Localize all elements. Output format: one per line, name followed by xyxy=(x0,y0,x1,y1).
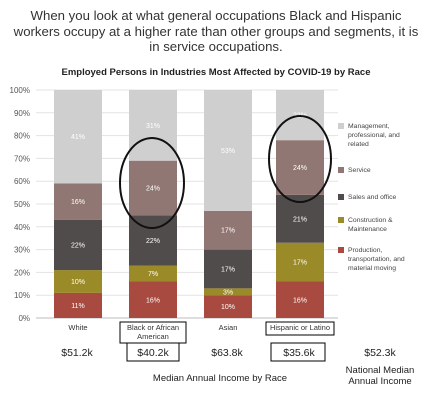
data-label: 16% xyxy=(146,297,160,304)
national-median: $52.3k National Median Annual Income xyxy=(330,347,430,387)
y-tick-label: 0% xyxy=(18,314,30,323)
data-label: 53% xyxy=(221,148,235,155)
bar-segment xyxy=(54,219,102,271)
legend-swatch xyxy=(338,247,344,253)
data-label: 10% xyxy=(221,304,235,311)
y-tick-label: 70% xyxy=(14,154,30,163)
x-tick-label: Black or African xyxy=(127,323,179,332)
y-tick-label: 100% xyxy=(10,86,30,95)
legend-label: Construction & xyxy=(348,217,393,224)
legend-label: Sales and office xyxy=(348,194,396,201)
category-label-box xyxy=(265,321,335,336)
income-box xyxy=(270,342,326,362)
data-label: 31% xyxy=(146,123,160,130)
headline: When you look at what general occupation… xyxy=(13,8,419,54)
data-label: 24% xyxy=(146,186,160,193)
data-label: 17% xyxy=(293,260,307,267)
bar-segment xyxy=(204,249,252,289)
legend-label: professional, and xyxy=(348,132,400,139)
y-tick-label: 90% xyxy=(14,109,30,118)
legend-label: Service xyxy=(348,167,371,174)
legend-swatch xyxy=(338,167,344,173)
legend-label: Management, xyxy=(348,123,390,130)
y-tick-label: 30% xyxy=(14,246,30,255)
data-label: 17% xyxy=(221,266,235,273)
bar-segment xyxy=(54,183,102,220)
x-tick-label: Asian xyxy=(219,323,238,332)
national-income-label: National Median Annual Income xyxy=(345,365,415,387)
data-label: 10% xyxy=(71,279,85,286)
bar-segment xyxy=(276,140,324,195)
bar-segment xyxy=(129,160,177,216)
bar-segment xyxy=(54,90,102,184)
bar-segment xyxy=(204,210,252,250)
bar-segment xyxy=(54,270,102,293)
bar-segment xyxy=(204,295,252,318)
data-label: 3% xyxy=(223,289,233,296)
bar-segment xyxy=(129,265,177,282)
x-tick-label: American xyxy=(137,332,169,341)
y-tick-label: 40% xyxy=(14,223,30,232)
chart-title: Employed Persons in Industries Most Affe… xyxy=(61,67,371,78)
income-asian: $63.8k xyxy=(211,347,243,359)
y-tick-label: 50% xyxy=(14,200,30,209)
data-label: 41% xyxy=(71,134,85,141)
bar-segment xyxy=(276,242,324,282)
income-hispanic: $35.6k xyxy=(283,347,315,359)
data-label: 7% xyxy=(148,271,158,278)
legend-label: material moving xyxy=(348,265,396,272)
y-tick-label: 80% xyxy=(14,132,30,141)
data-label: 16% xyxy=(293,297,307,304)
bar-segment xyxy=(129,90,177,161)
data-label: 22% xyxy=(71,243,85,250)
data-label: 17% xyxy=(221,228,235,235)
data-label: 22% xyxy=(146,238,160,245)
income-box xyxy=(126,342,180,362)
legend-swatch xyxy=(338,194,344,200)
bar-segment xyxy=(204,288,252,296)
legend-swatch xyxy=(338,123,344,129)
y-tick-label: 20% xyxy=(14,268,30,277)
legend-swatch xyxy=(338,217,344,223)
x-tick-label: Hispanic or Latino xyxy=(270,323,330,332)
legend-label: transportation, and xyxy=(348,256,405,263)
data-label: 11% xyxy=(71,303,85,310)
bar-segment xyxy=(129,281,177,318)
national-income-value: $52.3k xyxy=(364,347,396,359)
y-tick-label: 10% xyxy=(14,291,30,300)
y-tick-label: 60% xyxy=(14,177,30,186)
legend-label: Maintenance xyxy=(348,226,387,233)
bar-segment xyxy=(276,281,324,318)
income-black: $40.2k xyxy=(137,347,169,359)
income-white: $51.2k xyxy=(61,347,93,359)
data-label: 16% xyxy=(71,199,85,206)
data-label: 24% xyxy=(293,165,307,172)
data-label: 21% xyxy=(293,216,307,223)
legend-label: Production, xyxy=(348,247,382,254)
x-tick-label: White xyxy=(68,323,87,332)
highlight-circle xyxy=(268,115,332,203)
bar-segment xyxy=(204,90,252,211)
x-axis-title: Median Annual Income by Race xyxy=(152,373,288,384)
legend-label: related xyxy=(348,141,369,148)
highlight-circle xyxy=(119,137,185,229)
bar-segment xyxy=(54,292,102,318)
